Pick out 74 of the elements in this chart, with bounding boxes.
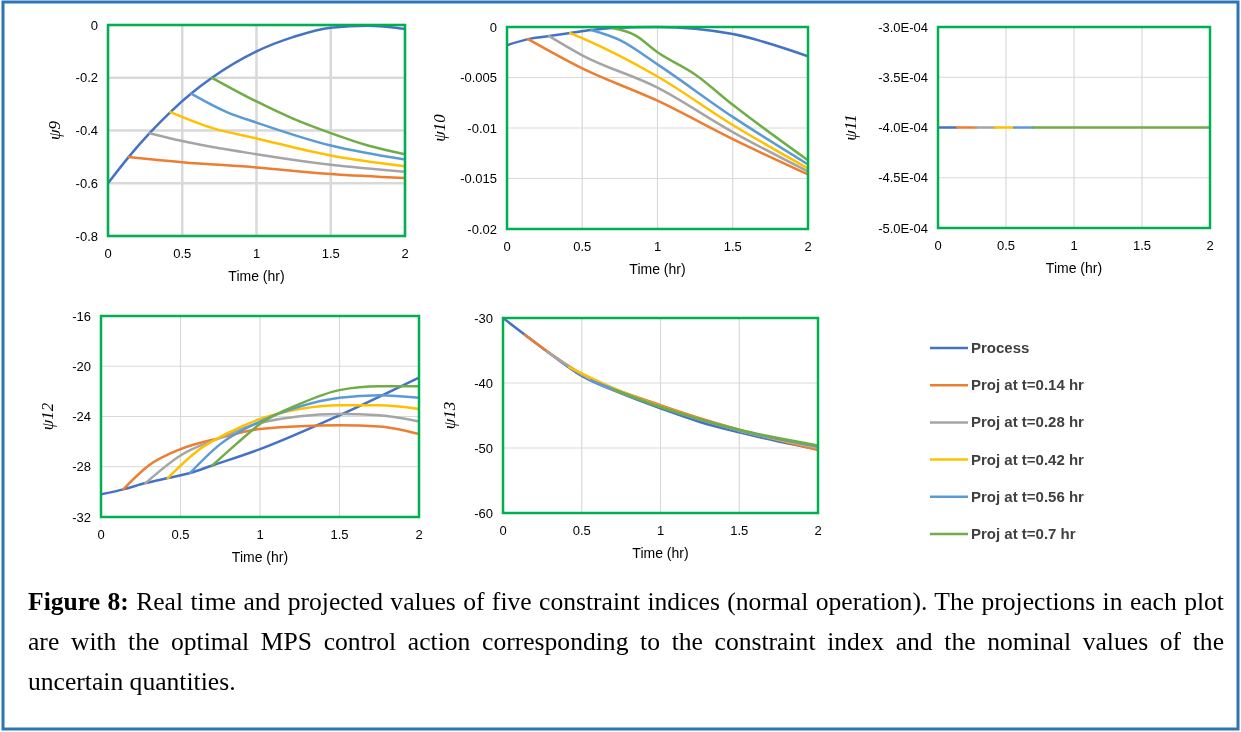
- legend-label: Proj at t=0.42 hr: [971, 450, 1085, 468]
- x-tick-label: 1: [656, 523, 665, 538]
- x-tick-label: 0.5: [996, 238, 1016, 253]
- y-axis-title: ψ9: [45, 120, 64, 141]
- x-tick-label: 1.5: [730, 523, 749, 538]
- y-tick-label: -16: [72, 308, 91, 324]
- line-series: [507, 25, 808, 58]
- y-tick-label: -0.02: [467, 221, 497, 237]
- y-tick-label: -3.0E-04: [878, 19, 928, 35]
- y-tick-label: -3.5E-04: [878, 69, 928, 85]
- x-tick-label: 1: [1070, 238, 1078, 253]
- y-tick-label: -50: [474, 440, 493, 456]
- y-tick-label: -30: [474, 310, 493, 326]
- line-series: [127, 155, 405, 180]
- x-tick-label: 0: [104, 246, 112, 261]
- x-tick-label: 0.5: [173, 246, 192, 261]
- legend-label: Process: [971, 339, 1030, 356]
- y-tick-label: -4.0E-04: [878, 120, 928, 135]
- x-tick-label: 1.5: [321, 246, 340, 261]
- y-tick-label: -4.5E-04: [878, 170, 928, 186]
- line-series: [148, 131, 405, 173]
- y-tick-label: -24: [72, 409, 91, 424]
- line-series: [189, 92, 405, 161]
- y-tick-label: -60: [474, 505, 493, 521]
- legend-label: Proj at t=0.28 hr: [971, 413, 1085, 431]
- y-axis-title: ψ11: [841, 114, 860, 141]
- legend-label: Proj at t=0.7 hr: [971, 525, 1076, 542]
- caption: Figure 8: Real time and projected values of five constraint indices (normal operation). The projections in each plot are with the optimal MPS control action corresponding to the constraint index and the nominal values of the uncertain quantities.: [28, 586, 1224, 698]
- y-tick-label: -0.015: [460, 171, 497, 186]
- legend-label: Proj at t=0.56 hr: [971, 487, 1085, 505]
- x-tick-label: 2: [814, 523, 822, 538]
- legend-label: Proj at t=0.14 hr: [971, 376, 1085, 394]
- line-series: [612, 388, 818, 447]
- x-tick-label: 1.5: [723, 239, 742, 254]
- y-tick-label: -0.4: [75, 123, 98, 138]
- x-tick-label: 0: [503, 239, 511, 254]
- line-series: [169, 110, 405, 168]
- x-tick-label: 2: [415, 527, 423, 542]
- x-tick-label: 1.5: [1132, 238, 1152, 253]
- x-tick-label: 1: [252, 246, 261, 261]
- y-tick-label: -0.8: [75, 228, 98, 244]
- x-axis-title: Time (hr): [228, 268, 285, 284]
- x-axis-title: Time (hr): [632, 545, 689, 561]
- x-axis-title: Time (hr): [629, 261, 686, 277]
- x-tick-label: 0.5: [572, 523, 591, 538]
- x-tick-label: 1: [256, 527, 264, 542]
- y-axis-title: ψ10: [430, 113, 449, 142]
- y-tick-label: -0.01: [467, 120, 497, 136]
- x-tick-label: 2: [1206, 238, 1214, 253]
- x-tick-label: 0: [934, 238, 942, 253]
- x-tick-label: 0.5: [171, 527, 190, 542]
- x-tick-label: 1.5: [330, 527, 349, 542]
- x-tick-label: 2: [401, 246, 409, 261]
- y-tick-label: 0: [90, 17, 98, 33]
- y-tick-label: -0.005: [460, 70, 497, 85]
- x-tick-label: 2: [804, 239, 812, 254]
- line-series: [210, 76, 405, 156]
- x-tick-label: 1: [653, 239, 662, 254]
- y-tick-label: -32: [72, 509, 91, 525]
- y-tick-label: -28: [72, 459, 91, 475]
- x-axis-title: Time (hr): [1045, 260, 1103, 276]
- x-axis-title: Time (hr): [231, 549, 289, 565]
- line-series: [211, 385, 419, 467]
- y-tick-label: -40: [474, 375, 493, 391]
- y-axis-title: ψ12: [38, 402, 57, 431]
- y-tick-label: -0.2: [75, 70, 98, 86]
- line-series: [166, 403, 419, 480]
- y-axis-title: ψ13: [440, 401, 459, 430]
- x-tick-label: 0: [499, 523, 507, 538]
- y-tick-label: -20: [72, 358, 91, 374]
- x-tick-label: 0.5: [573, 239, 592, 254]
- y-tick-label: -5.0E-04: [878, 220, 928, 236]
- y-tick-label: -0.6: [75, 175, 98, 191]
- y-tick-label: 0: [489, 19, 497, 35]
